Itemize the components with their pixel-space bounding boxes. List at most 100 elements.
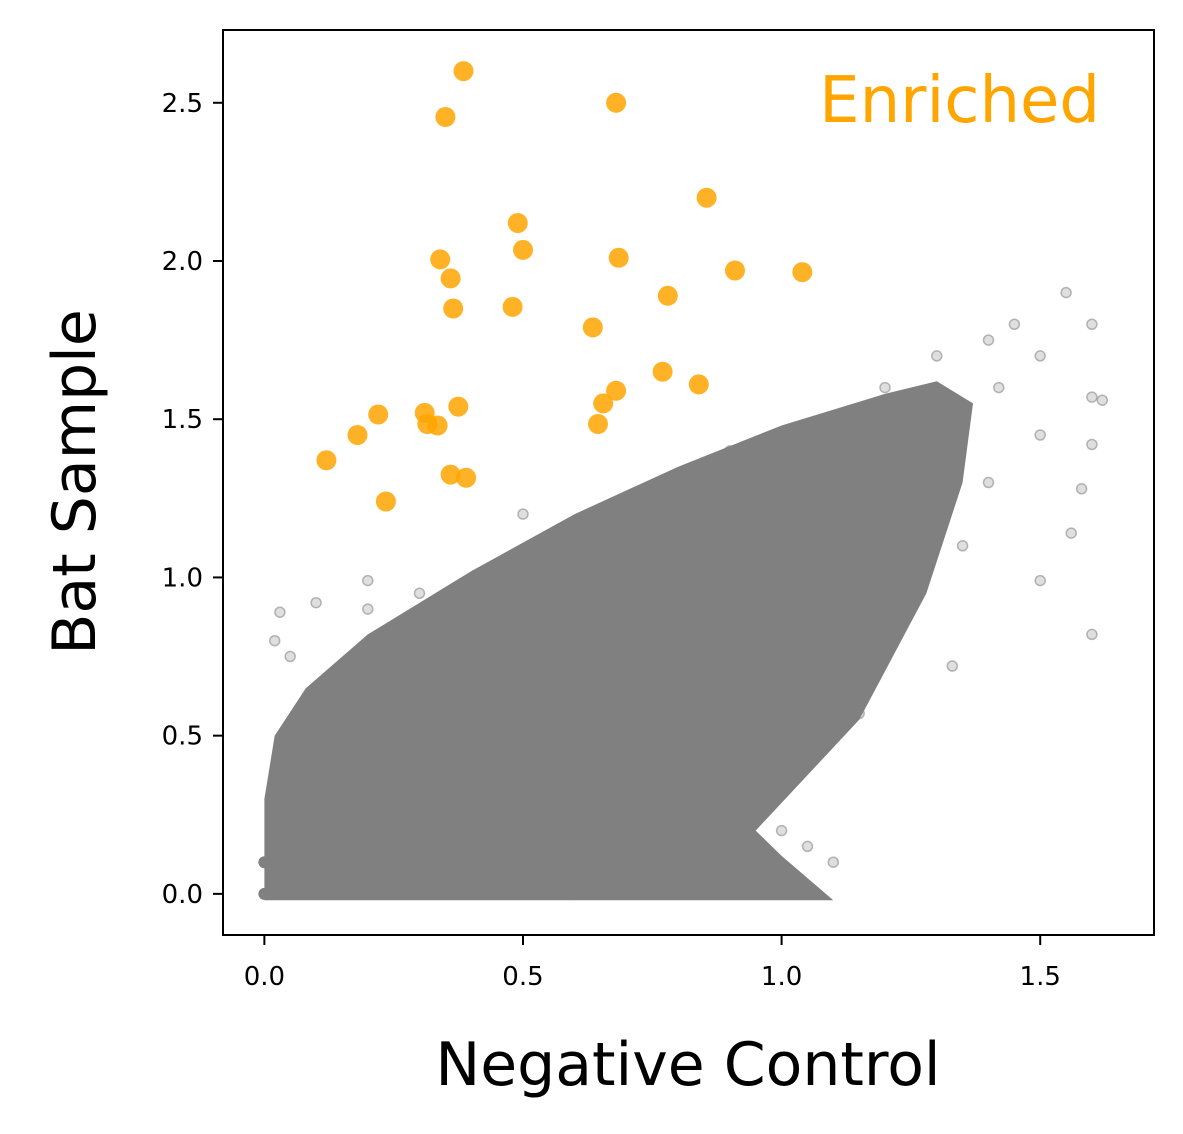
plot-frame bbox=[222, 29, 1155, 936]
background-point bbox=[672, 888, 684, 900]
enriched-point bbox=[696, 187, 717, 208]
background-point bbox=[620, 492, 633, 505]
background-point bbox=[931, 508, 943, 520]
background-point bbox=[1034, 429, 1046, 441]
enriched-point bbox=[375, 491, 396, 512]
enriched-point bbox=[688, 374, 709, 395]
background-point bbox=[946, 660, 959, 672]
background-point bbox=[1086, 438, 1098, 451]
background-point bbox=[362, 603, 374, 615]
y-tick-label: 0.5 bbox=[162, 722, 203, 752]
background-point bbox=[837, 714, 850, 726]
x-tick-label: 0.0 bbox=[244, 962, 285, 992]
background-point bbox=[1096, 394, 1109, 406]
background-point bbox=[1034, 574, 1046, 587]
background-point bbox=[362, 888, 374, 900]
enriched-point bbox=[368, 404, 389, 425]
y-tick-label: 1.5 bbox=[162, 405, 203, 435]
x-tick-label: 0.5 bbox=[502, 962, 543, 992]
background-point bbox=[993, 381, 1005, 394]
background-point bbox=[439, 619, 452, 631]
enriched-point bbox=[502, 296, 523, 317]
y-axis-ticks: 0.0 0.5 1.0 1.5 2.0 2.5 bbox=[162, 89, 223, 910]
y-tick-label: 2.5 bbox=[162, 89, 203, 119]
background-point bbox=[517, 888, 529, 900]
background-point bbox=[1075, 483, 1088, 495]
background-point bbox=[1065, 527, 1077, 539]
x-axis-label: Negative Control bbox=[435, 1030, 940, 1100]
background-point bbox=[931, 350, 943, 362]
background-point bbox=[1060, 286, 1072, 299]
background-point bbox=[672, 476, 684, 489]
background-point bbox=[362, 574, 374, 587]
point-cloud-core bbox=[264, 381, 973, 901]
enriched-point bbox=[456, 467, 477, 488]
enriched-point bbox=[443, 298, 464, 319]
enriched-point bbox=[507, 213, 528, 233]
background-point bbox=[827, 413, 840, 425]
background-point bbox=[775, 650, 788, 663]
background-point bbox=[724, 809, 736, 821]
background-point bbox=[724, 856, 736, 868]
background-point bbox=[491, 587, 503, 600]
background-point bbox=[568, 524, 581, 536]
background-point bbox=[387, 666, 400, 679]
y-tick-label: 1.0 bbox=[162, 563, 203, 593]
enriched-point bbox=[725, 260, 745, 281]
background-point bbox=[1034, 350, 1046, 362]
enriched-point bbox=[440, 268, 461, 289]
background-point bbox=[517, 508, 529, 520]
background-point bbox=[310, 888, 322, 900]
enriched-point bbox=[440, 464, 461, 485]
background-point bbox=[284, 650, 296, 663]
background-point bbox=[1086, 391, 1098, 403]
enriched-annotation: Enriched bbox=[819, 64, 1100, 138]
enriched-point bbox=[435, 107, 456, 127]
enriched-point bbox=[453, 61, 474, 82]
x-axis-ticks: 0.0 0.5 1.0 1.5 bbox=[244, 935, 1061, 992]
enriched-point bbox=[430, 249, 451, 270]
enriched-point bbox=[448, 396, 469, 417]
enriched-point bbox=[608, 247, 629, 268]
enriched-point bbox=[588, 414, 608, 434]
background-point bbox=[258, 888, 271, 900]
background-points bbox=[258, 286, 1109, 900]
x-tick-label: 1.0 bbox=[761, 962, 802, 992]
background-point bbox=[749, 809, 762, 821]
y-axis-label: Bat Sample bbox=[40, 309, 110, 655]
background-point bbox=[413, 587, 426, 600]
background-point bbox=[1086, 318, 1098, 331]
background-point bbox=[568, 888, 581, 900]
enriched-point bbox=[606, 380, 627, 401]
enriched-points bbox=[316, 61, 813, 512]
background-point bbox=[982, 476, 995, 489]
background-point bbox=[1008, 318, 1021, 331]
background-point bbox=[879, 381, 891, 394]
background-point bbox=[284, 761, 296, 774]
background-point bbox=[801, 840, 814, 853]
x-tick-label: 1.5 bbox=[1020, 962, 1061, 992]
background-point bbox=[568, 793, 581, 805]
enriched-point bbox=[347, 425, 368, 445]
background-point bbox=[310, 596, 322, 609]
background-point bbox=[310, 856, 322, 868]
enriched-point bbox=[657, 285, 678, 306]
enriched-point bbox=[427, 415, 448, 436]
enriched-point bbox=[582, 317, 603, 338]
background-point bbox=[465, 888, 478, 900]
background-point bbox=[620, 856, 633, 868]
background-point bbox=[1086, 628, 1098, 641]
background-point bbox=[982, 334, 995, 346]
background-point bbox=[362, 856, 374, 868]
background-point bbox=[620, 603, 633, 615]
background-point bbox=[775, 824, 788, 837]
background-point bbox=[879, 555, 891, 568]
enriched-point bbox=[593, 393, 614, 414]
background-point-cloud bbox=[258, 381, 973, 901]
background-point bbox=[258, 856, 271, 868]
background-point bbox=[672, 745, 684, 758]
background-point bbox=[775, 429, 788, 441]
background-point bbox=[413, 888, 426, 900]
enriched-point bbox=[792, 262, 813, 283]
